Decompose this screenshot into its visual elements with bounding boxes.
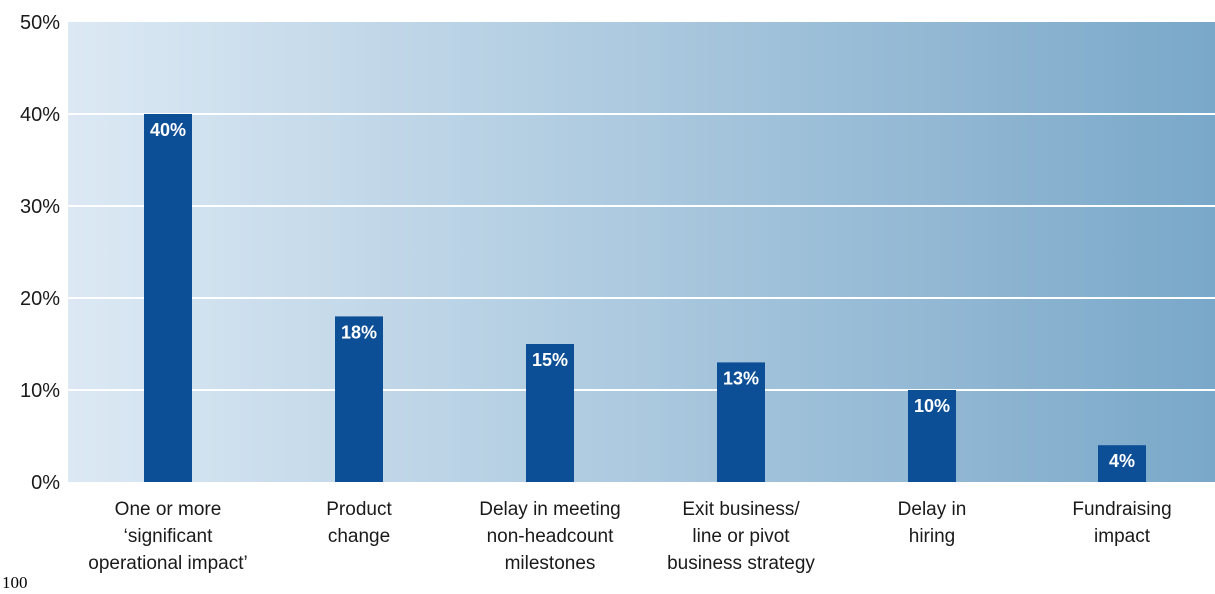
bar (144, 114, 192, 482)
y-tick-label: 10% (20, 380, 60, 402)
y-tick-label: 0% (31, 472, 60, 494)
bar (526, 344, 574, 482)
y-axis-tick-labels: 0% 10% 20% 30% 40% 50% (20, 12, 60, 494)
bar (717, 362, 765, 482)
x-category-label: Product change (326, 499, 392, 547)
gridlines (68, 113, 1215, 391)
y-tick-label: 40% (20, 104, 60, 126)
bar (335, 316, 383, 482)
x-category-label: One or more ‘significant operational impac… (88, 499, 247, 574)
bar-value-label: 13% (723, 368, 759, 388)
bar (1098, 445, 1146, 482)
bar-value-labels: 40% 18% 15% 13% 10% 4% (150, 120, 1135, 471)
bar (908, 390, 956, 482)
bar-value-label: 4% (1109, 451, 1135, 471)
bar-value-label: 18% (341, 322, 377, 342)
y-tick-label: 30% (20, 196, 60, 218)
y-tick-label: 50% (20, 12, 60, 34)
x-category-label: Fundraising impact (1072, 499, 1171, 547)
bar-value-label: 15% (532, 350, 568, 370)
x-axis-category-labels: One or more ‘significant operational impac… (88, 499, 1171, 574)
x-category-label: Delay in hiring (898, 499, 967, 547)
bar-value-label: 10% (914, 396, 950, 416)
x-category-label: Delay in meeting non-headcount milestones (479, 499, 621, 574)
plot-background (68, 22, 1215, 482)
bar-value-label: 40% (150, 120, 186, 140)
bars (144, 114, 1146, 482)
y-tick-label: 20% (20, 288, 60, 310)
x-category-label: Exit business/line or pivot business stra… (667, 499, 815, 574)
footnote-text: 100 (2, 573, 28, 592)
